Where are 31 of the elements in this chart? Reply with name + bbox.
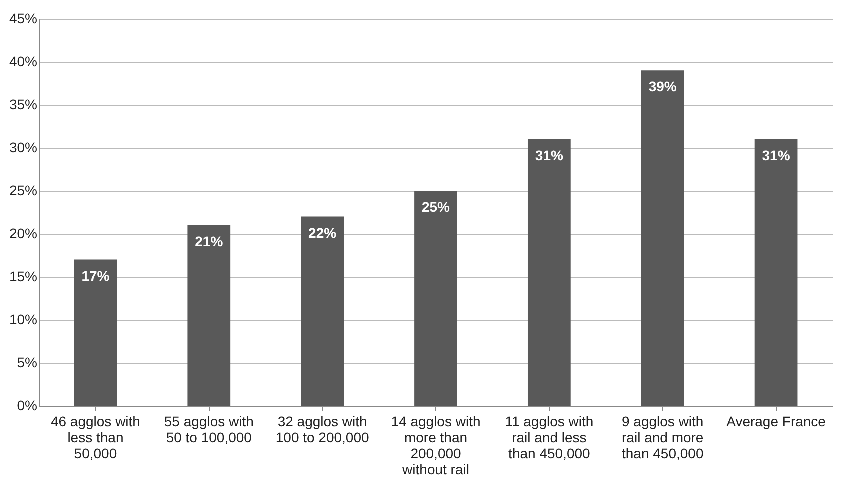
y-tick-label: 25% [9,182,38,198]
data-label: 31% [535,147,564,164]
bar [754,139,798,406]
y-tick-label: 35% [9,96,38,112]
x-tick-label: 32 agglos with 100 to 200,000 [276,414,370,446]
y-tick-label: 10% [9,312,38,328]
bar [641,70,684,406]
bar [528,139,571,406]
x-tick-label: 55 agglos with 50 to 100,000 [164,414,254,446]
bar [301,216,344,406]
data-label: 21% [195,233,224,250]
x-tick-label: Average France [726,414,826,430]
x-tick-label: 9 agglos with rail and more than 450,000 [622,414,704,462]
y-tick-label: 40% [9,54,38,70]
bar [74,260,118,406]
y-tick-label: 5% [17,354,38,370]
data-label: 31% [762,147,791,164]
bar [414,191,458,406]
y-tick-label: 20% [9,226,38,242]
x-tick-label: 14 agglos with more than 200,000 without rail [391,414,481,478]
x-tick-label: 11 agglos with rail and less than 450,000 [505,414,594,462]
y-tick-label: 0% [17,398,38,414]
bar [188,225,231,406]
data-label: 22% [308,224,338,241]
data-label: 17% [82,268,110,284]
y-tick-label: 30% [9,140,38,156]
y-tick-label: 45% [9,10,38,26]
y-tick-label: 15% [9,268,38,284]
data-label: 39% [648,78,678,95]
x-tick-label: 46 agglos with less than 50,000 [50,414,140,462]
data-label: 25% [422,199,451,215]
